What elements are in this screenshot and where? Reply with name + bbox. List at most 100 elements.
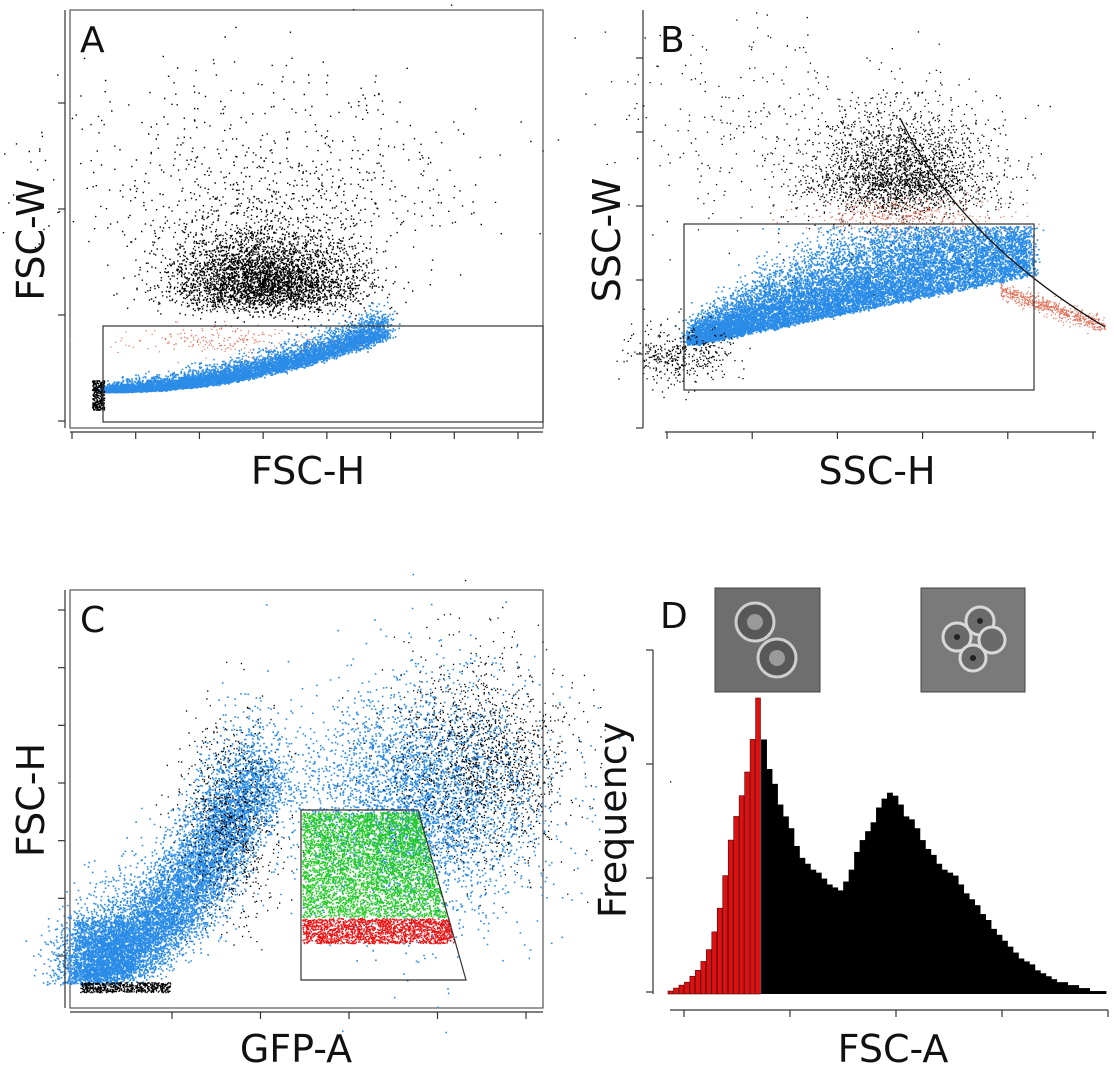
histogram-bar [1045, 976, 1052, 994]
histogram-bar [826, 884, 833, 994]
histogram-bar [1034, 970, 1041, 994]
histogram-bar [799, 857, 806, 994]
panel-b: B SSC-H SSC-W [494, 10, 1107, 493]
panel-b-y-label: SSC-W [585, 178, 629, 303]
histogram-bar [1056, 982, 1063, 994]
panel-b-letter: B [660, 20, 685, 61]
panel-c-gate [300, 809, 467, 981]
panel-a-points [2, 4, 693, 411]
data-point-cloud [772, 185, 1107, 335]
panel-d: D FSC-A Frequency [591, 587, 1109, 1068]
panel-c-x-label: GFP-A [240, 1027, 352, 1068]
histogram-bar [952, 875, 959, 994]
histogram-bar [1051, 979, 1058, 994]
histogram-bar [936, 863, 943, 994]
histogram-bar [1018, 958, 1025, 994]
panel-a-frame [69, 9, 544, 429]
histogram-bar [859, 840, 866, 994]
histogram-bar [974, 905, 981, 994]
histogram-bar [1040, 973, 1047, 994]
histogram-bar [865, 831, 871, 994]
histogram-bar [837, 890, 844, 994]
histogram-bar [815, 872, 822, 994]
histogram-bar [996, 934, 1003, 994]
histogram-bar [969, 899, 976, 994]
histogram-bar [1095, 991, 1101, 994]
histogram-bar [1067, 985, 1074, 994]
histogram-bar [793, 846, 800, 994]
histogram-bar [963, 893, 970, 994]
histogram-bar [919, 840, 926, 994]
histogram-bar [722, 875, 728, 995]
histogram-bar [958, 884, 965, 994]
histogram-bar [832, 887, 839, 994]
histogram-bar [985, 920, 992, 994]
panel-c-frame [69, 589, 544, 1009]
histogram-bar [1089, 991, 1096, 994]
histogram-bar [991, 928, 997, 994]
panel-a-ticks [58, 102, 519, 439]
panel-d-letter: D [660, 596, 688, 637]
panel-d-bars [667, 697, 1107, 995]
panel-c-points [25, 573, 672, 1034]
panel-b-points [494, 12, 1107, 401]
histogram-bar [876, 807, 882, 994]
histogram-bar [766, 769, 773, 994]
histogram-bar [903, 816, 910, 994]
histogram-bar [887, 792, 893, 994]
histogram-bar [821, 878, 828, 994]
panel-d-ticks [646, 649, 1109, 1017]
histogram-bar [755, 697, 761, 995]
panel-b-gate [683, 223, 1035, 391]
panel-a-x-label: FSC-H [251, 449, 365, 493]
histogram-bar [881, 798, 888, 994]
data-point-cloud [494, 12, 1051, 401]
histogram-bar [1029, 964, 1036, 994]
histogram-bar [733, 816, 739, 995]
histogram-bar [777, 804, 784, 994]
cell-image-large [920, 587, 1026, 693]
panel-c: C GFP-A FSC-H [9, 573, 672, 1068]
panel-b-x-label: SSC-H [818, 449, 935, 493]
histogram-bar [1084, 988, 1090, 994]
histogram-bar [1023, 961, 1030, 994]
histogram-bar [689, 975, 696, 995]
histogram-bar [695, 970, 701, 995]
data-point-cloud [25, 573, 621, 1034]
histogram-bar [1001, 940, 1008, 994]
histogram-bar [980, 914, 986, 994]
histogram-bar [738, 795, 745, 995]
data-point-cloud [80, 579, 672, 994]
histogram-bar [706, 949, 712, 995]
histogram-bar [930, 854, 937, 994]
histogram-bar [684, 981, 690, 995]
histogram-bar [727, 839, 734, 995]
panel-a-y-label: FSC-W [9, 179, 53, 301]
histogram-bar [804, 863, 811, 994]
histogram-bar [1012, 952, 1019, 994]
histogram-bar [749, 739, 756, 995]
histogram-bar [673, 987, 679, 995]
data-point-cloud [675, 226, 1045, 347]
boundary-curve [899, 117, 1106, 328]
histogram-bar [700, 961, 707, 995]
histogram-bar [925, 848, 932, 994]
histogram-bar [716, 907, 723, 995]
histogram-bar [761, 739, 767, 994]
histogram-bar [711, 931, 717, 995]
histogram-bar [772, 783, 778, 994]
panel-a-letter: A [80, 20, 105, 61]
panel-c-ticks [58, 609, 527, 1019]
panel-a: A FSC-H FSC-W [2, 4, 693, 493]
histogram-bar [941, 869, 948, 994]
histogram-bar [1062, 982, 1069, 994]
data-point-cloud [302, 812, 448, 919]
histogram-bar [1100, 991, 1107, 994]
histogram-bar [1007, 946, 1014, 994]
cell-image-small [714, 587, 821, 693]
histogram-bar [810, 869, 817, 994]
histogram-bar [744, 771, 750, 995]
histogram-bar [1078, 988, 1085, 994]
panel-d-y-label: Frequency [591, 722, 635, 918]
